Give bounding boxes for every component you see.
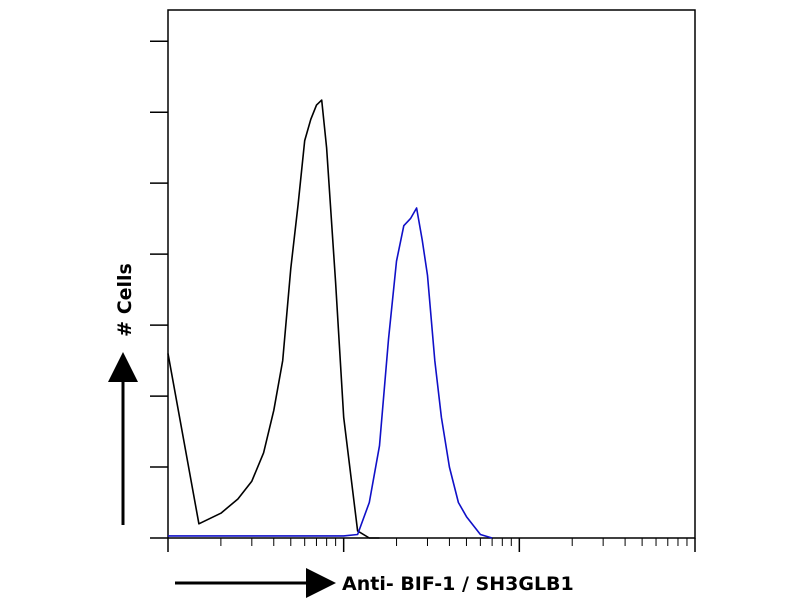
series-line bbox=[167, 99, 380, 539]
series-line bbox=[168, 207, 493, 539]
plot-frame bbox=[167, 9, 696, 539]
y-axis-label: # Cells bbox=[114, 263, 136, 337]
x-axis-label: Anti- BIF-1 / SH3GLB1 bbox=[342, 573, 574, 595]
